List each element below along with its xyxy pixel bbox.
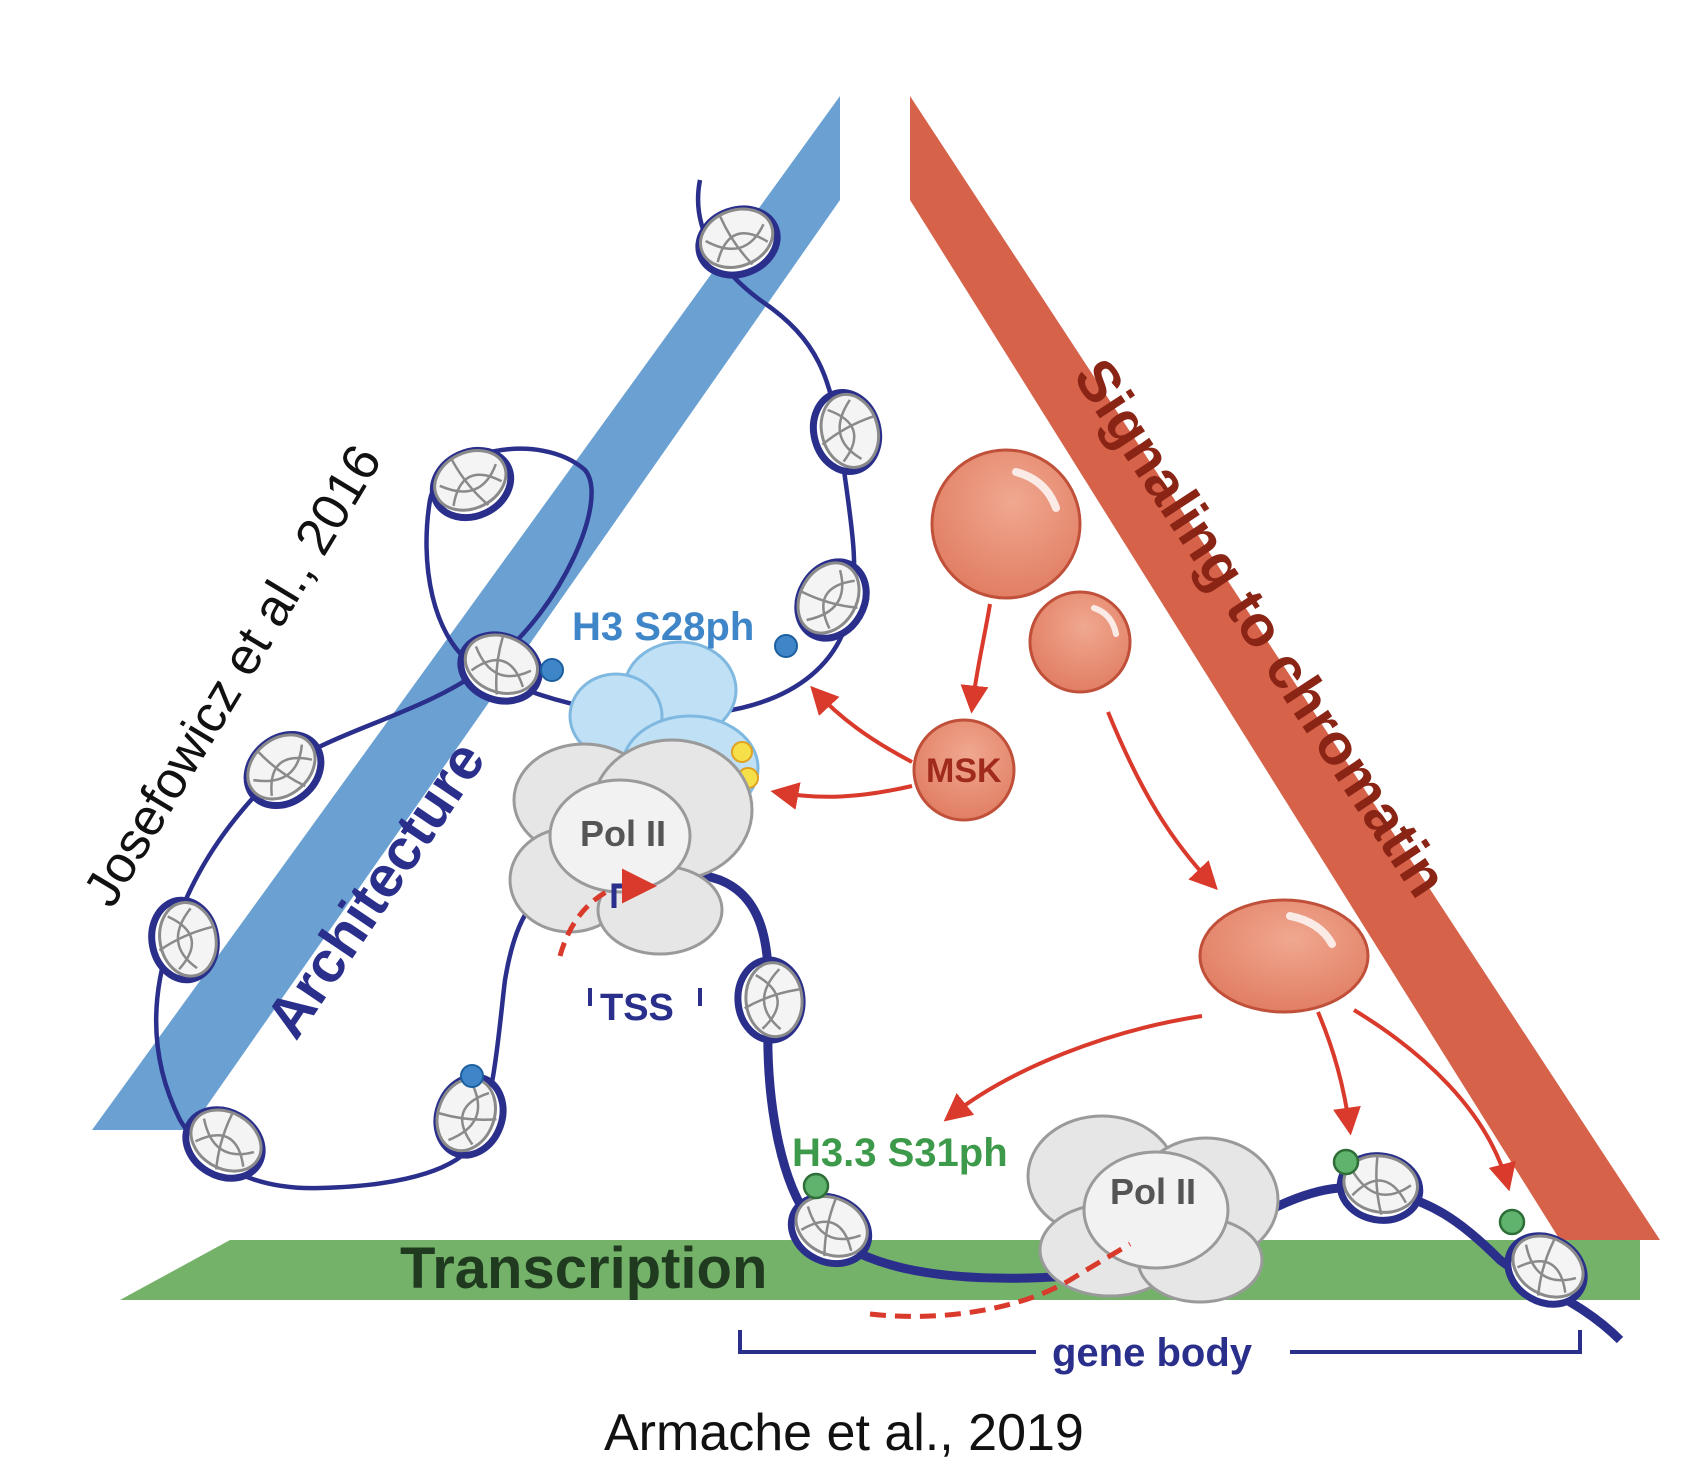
signaling-sphere-icon [930, 448, 1082, 600]
msk-label: MSK [926, 752, 1002, 790]
nucleosome-icon [422, 438, 522, 530]
tss-label: TSS [600, 987, 674, 1029]
nascent-rna-bottom [869, 1241, 1132, 1319]
pol-ii-complex-icon [508, 738, 754, 956]
phospho-dot-icon [731, 741, 753, 763]
pol-ii-label-top: Pol II [580, 813, 666, 854]
msk-sphere-icon [912, 718, 1016, 822]
gene-body-bracket [738, 1330, 1582, 1354]
architecture-band [92, 96, 840, 1130]
phospho-dot-icon [774, 634, 798, 658]
signaling-band [910, 96, 1660, 1240]
phospho-dot-icon [802, 1172, 830, 1200]
citation-bottom: Armache et al., 2019 [604, 1404, 1084, 1462]
nucleosome-icon [805, 385, 888, 479]
gene-body-label: gene body [1052, 1331, 1253, 1375]
dna-fiber-upper [153, 179, 857, 1191]
nascent-rna-top [557, 887, 612, 957]
signaling-arrows [770, 603, 1516, 1192]
phospho-dot-icon [460, 1064, 484, 1088]
phospho-dot-icon [1332, 1148, 1360, 1176]
nucleosome-icon [784, 549, 879, 650]
nucleosome-icon [735, 957, 806, 1042]
transcription-label: Transcription [400, 1236, 767, 1301]
tss-arrow-icon [611, 868, 657, 908]
tss-bracket [588, 988, 702, 1006]
h33-s31ph-label: H3.3 S31ph [792, 1131, 1008, 1175]
signaling-sphere-icon [1198, 898, 1370, 1014]
signaling-sphere-icon [1028, 590, 1132, 694]
pol-ii-label-bottom: Pol II [1110, 1171, 1196, 1212]
phospho-dot-icon [1498, 1208, 1526, 1236]
phospho-dot-icon [540, 658, 564, 682]
transcription-band [120, 1240, 1640, 1300]
pol-ii-complex-icon [1026, 1114, 1280, 1304]
h3-s28ph-label: H3 S28ph [572, 605, 754, 649]
dna-fiber-gene [557, 860, 1624, 1344]
